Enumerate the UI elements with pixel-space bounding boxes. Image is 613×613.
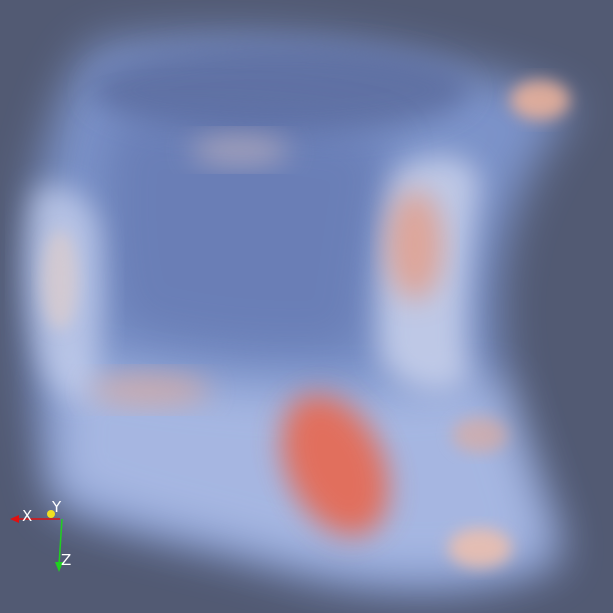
hotspot-center-lower xyxy=(281,394,389,536)
z-axis-label: Z xyxy=(61,551,71,569)
volume-cavity xyxy=(90,45,470,135)
orientation-axes: X Y Z xyxy=(10,498,71,572)
z-axis-arrowhead xyxy=(55,562,63,572)
volume-inner-shadow xyxy=(103,116,390,354)
y-axis-marker xyxy=(47,510,55,518)
hotspot-right-band xyxy=(452,417,508,453)
hotspot-top-right xyxy=(510,80,570,120)
x-axis-label: X xyxy=(22,507,32,525)
z-axis-line xyxy=(58,518,63,566)
y-axis-label: Y xyxy=(51,498,62,516)
hotspot-bottom-right xyxy=(448,528,512,568)
hotspot-upper-mid xyxy=(190,135,290,165)
hotspot-left-wall xyxy=(42,230,78,330)
hotspot-left-band xyxy=(90,374,210,406)
x-axis-arrowhead xyxy=(10,515,19,523)
hotspot-right-wall xyxy=(387,190,443,300)
